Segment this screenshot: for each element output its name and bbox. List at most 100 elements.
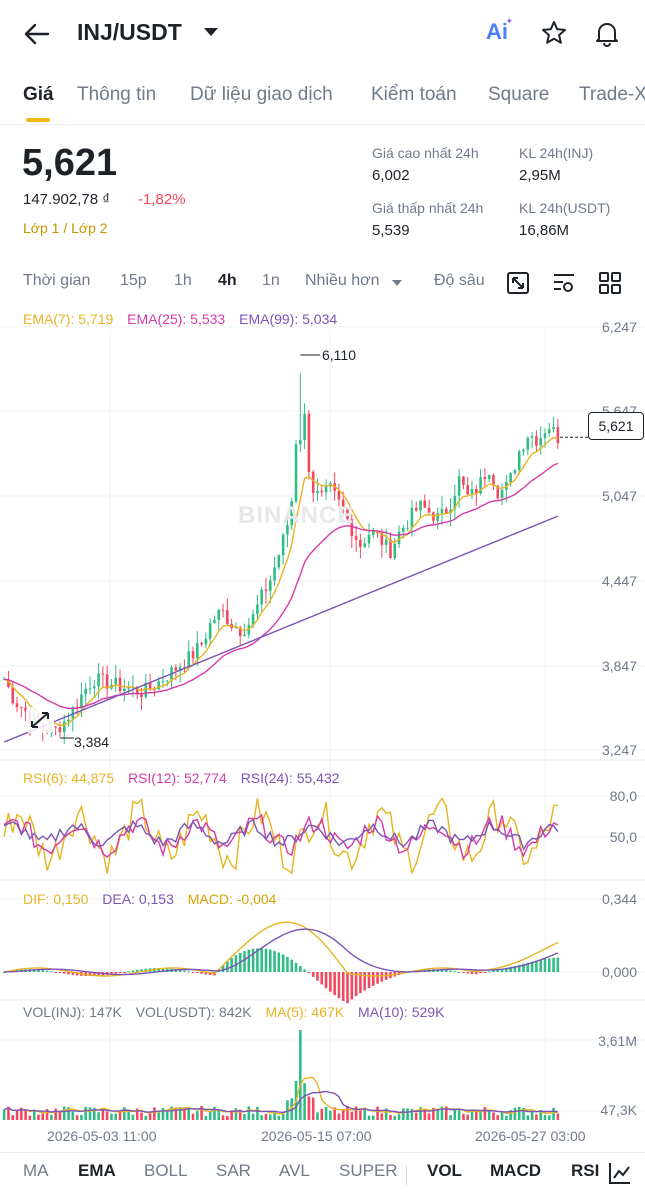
candle-body xyxy=(337,490,341,500)
interval-15m[interactable]: 15p xyxy=(120,272,147,289)
depth-tab[interactable]: Độ sâu xyxy=(434,272,485,289)
macd-histogram-bar xyxy=(329,972,332,992)
tab-trade-x[interactable]: Trade-X xyxy=(579,84,645,105)
expand-icon[interactable] xyxy=(26,707,54,733)
indicator-boll[interactable]: BOLL xyxy=(144,1161,188,1180)
volume-bar xyxy=(264,1113,268,1120)
pair-dropdown-caret-icon[interactable] xyxy=(204,28,218,36)
candle-body xyxy=(414,507,418,511)
macd-histogram-bar xyxy=(67,972,70,975)
candle-body xyxy=(303,413,306,440)
tab-audit[interactable]: Kiểm toán xyxy=(371,84,457,105)
volume-bar xyxy=(247,1106,251,1120)
volume-bar xyxy=(376,1106,379,1120)
macd-histogram-bar xyxy=(316,972,319,981)
ema7-line xyxy=(3,436,559,727)
kline-chart[interactable] xyxy=(0,302,645,1152)
volume-bar xyxy=(496,1115,500,1120)
candle-body xyxy=(92,686,96,689)
candle-body xyxy=(406,527,409,529)
tab-info[interactable]: Thông tin xyxy=(77,84,157,105)
indicator-rsi[interactable]: RSI xyxy=(571,1161,600,1180)
candle-body xyxy=(324,486,328,493)
volume-bar xyxy=(470,1110,474,1120)
chart-settings-icon[interactable] xyxy=(551,270,577,296)
macd-histogram-bar xyxy=(273,950,276,972)
volume-bar xyxy=(183,1107,186,1120)
candle-body xyxy=(191,651,195,659)
macd-histogram-bar xyxy=(466,972,470,974)
candle-body xyxy=(487,474,491,479)
indicator-macd[interactable]: MACD xyxy=(490,1161,541,1180)
candle-body xyxy=(256,604,259,615)
macd-histogram-bar xyxy=(247,949,251,972)
candle-body xyxy=(354,536,358,540)
ai-button[interactable]: Ai ✦ xyxy=(486,16,513,45)
volume-bar xyxy=(127,1109,130,1120)
volume-ma10-line xyxy=(3,1090,558,1114)
macd-histogram-bar xyxy=(535,960,538,972)
volume-bar xyxy=(131,1114,135,1120)
indicator-ema[interactable]: EMA xyxy=(78,1161,116,1180)
indicator-ma[interactable]: MA xyxy=(23,1161,49,1180)
candle-body xyxy=(15,703,19,707)
tab-price[interactable]: Giá xyxy=(23,84,54,105)
macd-histogram-bar xyxy=(333,972,336,996)
vol-quote-label: KL 24h(USDT) xyxy=(519,200,611,216)
pair-title[interactable]: INJ/USDT xyxy=(77,19,182,45)
indicator-super[interactable]: SUPER xyxy=(339,1161,398,1180)
candle-body xyxy=(7,679,10,688)
indicator-sar[interactable]: SAR xyxy=(216,1161,251,1180)
volume-bar xyxy=(475,1110,478,1120)
macd-histogram-bar xyxy=(509,966,512,972)
candle-body xyxy=(299,439,302,445)
candle-body xyxy=(208,623,212,639)
layer-tag-link[interactable]: Lớp 1 / Lớp 2 xyxy=(23,220,108,236)
macd-histogram-bar xyxy=(449,970,452,972)
tab-square[interactable]: Square xyxy=(488,84,550,105)
price-axis-label: 5,047 xyxy=(601,488,637,504)
candle-body xyxy=(187,651,191,669)
volume-bar xyxy=(281,1112,285,1120)
candle-body xyxy=(294,444,298,502)
interval-1h[interactable]: 1h xyxy=(174,272,192,289)
macd-value-legend: MACD: -0,004 xyxy=(187,891,277,907)
back-arrow-icon[interactable] xyxy=(20,18,54,50)
indicator-avl[interactable]: AVL xyxy=(279,1161,310,1180)
interval-4h[interactable]: 4h xyxy=(218,272,237,289)
macd-histogram-bar xyxy=(277,952,281,972)
interval-time[interactable]: Thời gian xyxy=(23,272,91,289)
volume-bar xyxy=(402,1108,405,1120)
macd-histogram-bar xyxy=(320,972,324,985)
bell-icon[interactable] xyxy=(593,19,621,47)
indicator-vol[interactable]: VOL xyxy=(427,1161,462,1180)
candle-body xyxy=(483,477,487,479)
star-icon[interactable] xyxy=(540,19,568,47)
interval-more[interactable]: Nhiều hơn xyxy=(305,272,380,289)
kline-chart-area[interactable] xyxy=(0,302,645,1152)
layout-grid-icon[interactable] xyxy=(597,270,623,296)
macd-histogram-bar xyxy=(58,972,62,973)
macd-histogram-bar xyxy=(251,948,255,972)
volume-bar xyxy=(290,1098,294,1120)
indicator-settings-icon[interactable] xyxy=(606,1159,634,1187)
interval-1d[interactable]: 1n xyxy=(262,272,280,289)
volume-bar xyxy=(28,1115,32,1120)
chart-fullscreen-icon[interactable] xyxy=(505,270,531,296)
candle-body xyxy=(500,489,504,499)
tab-trading-data[interactable]: Dữ liệu giao dịch xyxy=(190,84,333,105)
sparkle-icon: ✦ xyxy=(505,16,513,26)
candle-body xyxy=(196,642,199,659)
volume-bar xyxy=(371,1115,375,1120)
candle-body xyxy=(367,534,371,544)
date-axis-label: 2026-05-03 11:00 xyxy=(47,1128,157,1144)
price-axis-label: 3,847 xyxy=(601,658,637,674)
macd-histogram-bar xyxy=(187,971,191,973)
rsi24-line xyxy=(3,818,559,851)
candle-body xyxy=(363,543,366,547)
candle-body xyxy=(144,682,148,698)
volume-bar xyxy=(517,1106,521,1120)
candle-body xyxy=(427,507,431,513)
candle-body xyxy=(62,721,66,733)
rsi12-legend: RSI(12): 52,774 xyxy=(127,770,227,786)
